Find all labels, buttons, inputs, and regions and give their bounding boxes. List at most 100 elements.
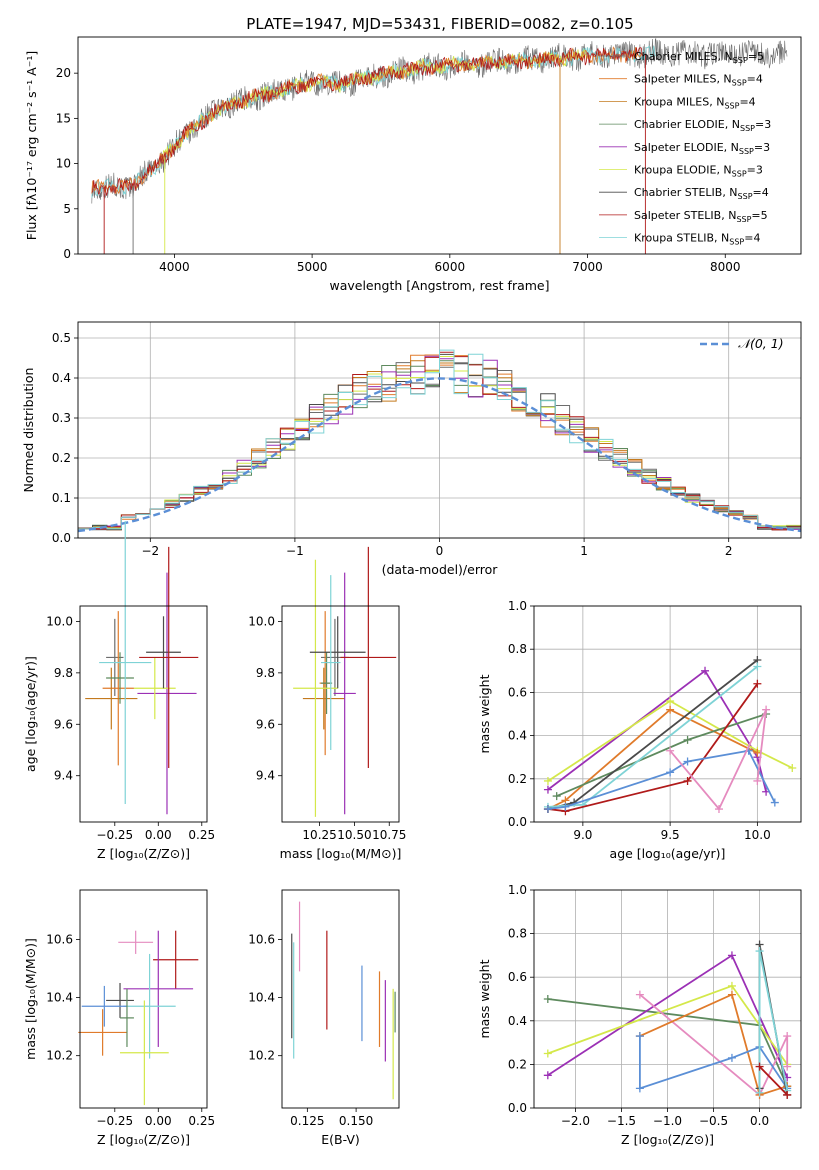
y-tick-label: 0.2 xyxy=(508,772,527,786)
mass-weight-marker xyxy=(666,768,675,777)
mass-weight-line xyxy=(639,993,789,1097)
y-tick-label: 0.0 xyxy=(508,1101,527,1115)
y-tick-label: 0 xyxy=(63,247,71,261)
legend-sep: , N xyxy=(721,209,736,222)
x-tick-label: −1.5 xyxy=(607,1114,636,1128)
legend-sep: , N xyxy=(725,118,740,131)
y-tick-label: 0.2 xyxy=(508,1057,527,1071)
legend-sub: SSP xyxy=(740,124,755,133)
legend-model: Kroupa STELIB xyxy=(634,232,714,245)
axes-frame xyxy=(281,605,400,823)
mass-weight-marker xyxy=(727,951,736,960)
legend-sep: , N xyxy=(724,141,739,154)
legend-sep: , N xyxy=(714,232,729,245)
y-tick-label: 15 xyxy=(56,111,71,125)
age-vs-mass-panel: 10.25 10.50 10.75 9.4 9.6 9.8 10.0 mass [log₁₀(… xyxy=(248,546,406,861)
mass-weight-marker xyxy=(666,697,675,706)
x-tick-label: 10.25 xyxy=(302,828,336,842)
x-tick-label: −2.0 xyxy=(561,1114,590,1128)
mass-weight-marker xyxy=(783,1062,792,1071)
mass-weight-line xyxy=(669,709,767,811)
legend-nssp: 4 xyxy=(753,232,760,245)
x-tick-label: −0.25 xyxy=(96,828,133,842)
y-tick-label: 10.0 xyxy=(46,614,73,628)
x-axis-label: Z [log₁₀(Z/Z⊙)] xyxy=(97,846,190,861)
mass-weight-line xyxy=(547,683,759,813)
legend-model: Kroupa ELODIE xyxy=(634,164,716,177)
legend-nssp: 5 xyxy=(761,209,768,222)
mass-weight-line xyxy=(758,1065,788,1096)
legend-eq: = xyxy=(748,50,757,63)
mass-weight-marker xyxy=(701,666,710,675)
mass-weight-marker xyxy=(666,746,675,755)
age-vs-metallicity-panel: −0.25 0.00 0.25 9.4 9.6 9.8 10.0 Z [log₁₀(Z/Z⊙)… xyxy=(23,521,215,861)
y-tick-label: 0.6 xyxy=(508,685,527,699)
x-tick-label: 9.5 xyxy=(661,828,680,842)
legend-sep: , N xyxy=(716,164,731,177)
mass-weight-line xyxy=(639,993,788,1097)
x-tick-label: 0.0 xyxy=(750,1114,769,1128)
mass-weight-marker xyxy=(727,1053,736,1062)
legend-sep: , N xyxy=(716,73,731,86)
legend-nssp: 3 xyxy=(763,141,770,154)
x-tick-label: 1 xyxy=(580,544,588,558)
legend-label: 𝒩(0, 1) xyxy=(738,336,784,351)
legend-model: Chabrier ELODIE xyxy=(634,118,725,131)
legend-sub: SSP xyxy=(738,192,753,201)
legend-model: Chabrier STELIB xyxy=(634,186,722,199)
y-axis-label: age [log₁₀(age/yr)] xyxy=(23,656,38,772)
y-axis-label: mass [log₁₀(M/M⊙)] xyxy=(23,938,38,1060)
mass-weight-marker xyxy=(755,1062,764,1071)
legend-eq: = xyxy=(744,232,753,245)
legend-label: Salpeter STELIB, NSSP=5 xyxy=(634,209,768,224)
x-tick-label: 0.25 xyxy=(188,1114,215,1128)
y-tick-label: 0.4 xyxy=(508,729,527,743)
mass-weight-marker xyxy=(543,785,552,794)
y-tick-label: 5 xyxy=(63,202,71,216)
mass-weight-marker xyxy=(755,947,764,956)
x-tick-label: −1.0 xyxy=(653,1114,682,1128)
mass-weight-marker xyxy=(543,1071,552,1080)
y-tick-label: 1.0 xyxy=(508,599,527,613)
y-tick-label: 10.6 xyxy=(248,932,275,946)
mass-weight-marker xyxy=(635,990,644,999)
y-tick-label: 1.0 xyxy=(508,883,527,897)
mass-weight-marker xyxy=(683,735,692,744)
legend-label: Kroupa STELIB, NSSP=4 xyxy=(634,232,760,247)
y-tick-label: 10.6 xyxy=(46,932,73,946)
x-tick-label: 0.25 xyxy=(188,828,215,842)
y-tick-label: 9.6 xyxy=(256,717,275,731)
axes-frame xyxy=(533,605,802,823)
mass-weight-marker xyxy=(635,1032,644,1041)
mass-weight-marker xyxy=(755,1088,764,1097)
spectrum-line xyxy=(91,37,788,204)
y-tick-label: 10.2 xyxy=(46,1049,73,1063)
mass-weight-marker xyxy=(561,802,570,811)
mass-weight-vs-age-panel: 9.0 9.5 10.0 0.0 0.2 0.4 0.6 0.8 1.0 age [log₁₀(a… xyxy=(477,599,802,861)
legend-nssp: 5 xyxy=(757,50,764,63)
y-tick-label: 0.1 xyxy=(52,491,71,505)
legend-eq: = xyxy=(747,73,756,86)
x-tick-label: 0.125 xyxy=(290,1114,324,1128)
legend-eq: = xyxy=(754,141,763,154)
legend-sub: SSP xyxy=(732,79,747,88)
x-axis-label: age [log₁₀(age/yr)] xyxy=(610,846,726,861)
mass-weight-marker xyxy=(714,805,723,814)
y-tick-label: 9.8 xyxy=(256,666,275,680)
mass-weight-line xyxy=(547,699,793,782)
legend-nssp: 3 xyxy=(764,118,771,131)
legend-nssp: 4 xyxy=(762,186,769,199)
mass-weight-marker xyxy=(783,1032,792,1041)
spectrum-line xyxy=(91,47,643,196)
mass-weight-marker xyxy=(753,776,762,785)
x-tick-label: 4000 xyxy=(159,260,190,274)
legend-label: Salpeter ELODIE, NSSP=3 xyxy=(634,141,770,156)
legend-nssp: 3 xyxy=(756,164,763,177)
x-axis-label: E(B-V) xyxy=(321,1132,360,1147)
legend-label: Kroupa MILES, NSSP=4 xyxy=(634,95,756,110)
legend-nssp: 4 xyxy=(756,73,763,86)
y-tick-label: 0.4 xyxy=(52,371,71,385)
y-tick-label: 9.8 xyxy=(54,666,73,680)
mass-vs-metallicity-panel: −0.25 0.00 0.25 10.2 10.4 10.6 Z [log₁₀(Z/Z⊙)]… xyxy=(23,889,215,1147)
